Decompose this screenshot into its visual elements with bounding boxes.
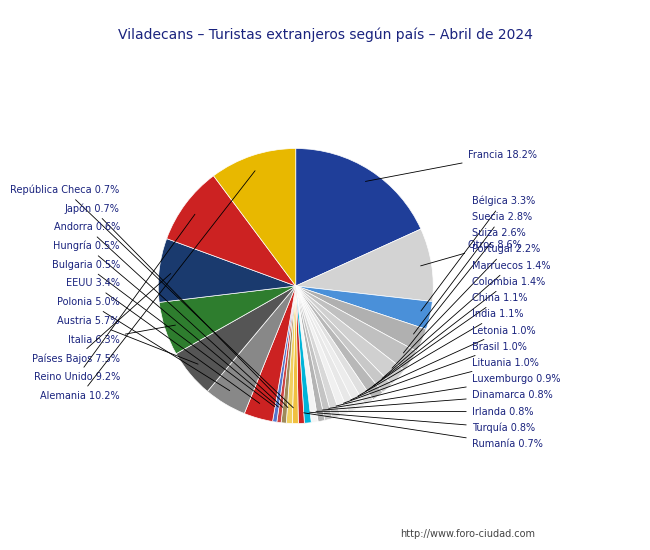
Text: Portugal 2.2%: Portugal 2.2% [392,244,540,369]
Text: Letonia 1.0%: Letonia 1.0% [351,326,536,400]
Wedge shape [296,286,325,422]
Wedge shape [176,286,296,392]
Text: Viladecans – Turistas extranjeros según país – Abril de 2024: Viladecans – Turistas extranjeros según … [118,28,532,42]
Text: Alemania 10.2%: Alemania 10.2% [40,170,255,401]
Text: Marruecos 1.4%: Marruecos 1.4% [382,261,551,378]
Wedge shape [296,286,349,416]
Wedge shape [296,286,357,413]
Text: Francia 18.2%: Francia 18.2% [365,150,537,182]
Text: Italia 6.3%: Italia 6.3% [68,325,176,345]
Wedge shape [286,286,296,424]
Text: Hungría 0.5%: Hungría 0.5% [53,241,278,407]
Wedge shape [296,286,426,351]
Text: Turquía 0.8%: Turquía 0.8% [309,412,535,433]
Wedge shape [296,286,365,409]
Text: Países Bajos 7.5%: Países Bajos 7.5% [32,273,171,364]
Wedge shape [296,148,421,286]
Text: Irlanda 0.8%: Irlanda 0.8% [316,406,533,417]
Text: Polonia 5.0%: Polonia 5.0% [57,297,229,390]
Wedge shape [296,286,432,329]
Wedge shape [207,286,296,414]
Text: Suecia 2.8%: Suecia 2.8% [413,212,532,334]
Wedge shape [277,286,296,423]
Text: India 1.1%: India 1.1% [358,309,523,396]
Text: Colombia 1.4%: Colombia 1.4% [374,277,545,386]
Text: Bélgica 3.3%: Bélgica 3.3% [421,195,535,311]
Wedge shape [296,286,373,405]
Wedge shape [296,286,392,393]
Text: República Checa 0.7%: República Checa 0.7% [10,184,293,408]
Wedge shape [292,286,298,424]
Text: Dinamarca 0.8%: Dinamarca 0.8% [322,390,552,410]
Text: Lituania 1.0%: Lituania 1.0% [336,358,539,406]
Wedge shape [296,286,341,419]
Text: Andorra 0.6%: Andorra 0.6% [53,222,283,408]
Text: Reino Unido 9.2%: Reino Unido 9.2% [34,214,195,382]
Text: Austria 5.7%: Austria 5.7% [57,316,198,364]
Text: EEUU 3.4%: EEUU 3.4% [66,278,260,404]
Wedge shape [296,229,434,301]
Wedge shape [272,286,296,422]
Text: Otros 8.6%: Otros 8.6% [421,240,521,266]
Wedge shape [214,148,296,286]
Wedge shape [296,286,332,420]
Text: Brasil 1.0%: Brasil 1.0% [343,342,526,403]
Text: Suiza 2.6%: Suiza 2.6% [404,228,525,353]
Wedge shape [296,286,318,422]
Wedge shape [159,286,296,354]
Wedge shape [281,286,296,423]
Wedge shape [244,286,296,421]
Text: Rumanía 0.7%: Rumanía 0.7% [304,413,543,449]
Wedge shape [166,176,296,286]
Wedge shape [158,239,296,302]
Text: Luxemburgo 0.9%: Luxemburgo 0.9% [329,374,560,409]
Text: China 1.1%: China 1.1% [365,293,527,392]
Wedge shape [296,286,311,424]
Wedge shape [296,286,417,370]
Wedge shape [296,286,404,384]
Wedge shape [296,286,383,400]
Text: Japón 0.7%: Japón 0.7% [65,204,288,408]
Text: Bulgaria 0.5%: Bulgaria 0.5% [51,260,274,406]
Wedge shape [296,286,304,424]
Text: http://www.foro-ciudad.com: http://www.foro-ciudad.com [400,529,536,539]
